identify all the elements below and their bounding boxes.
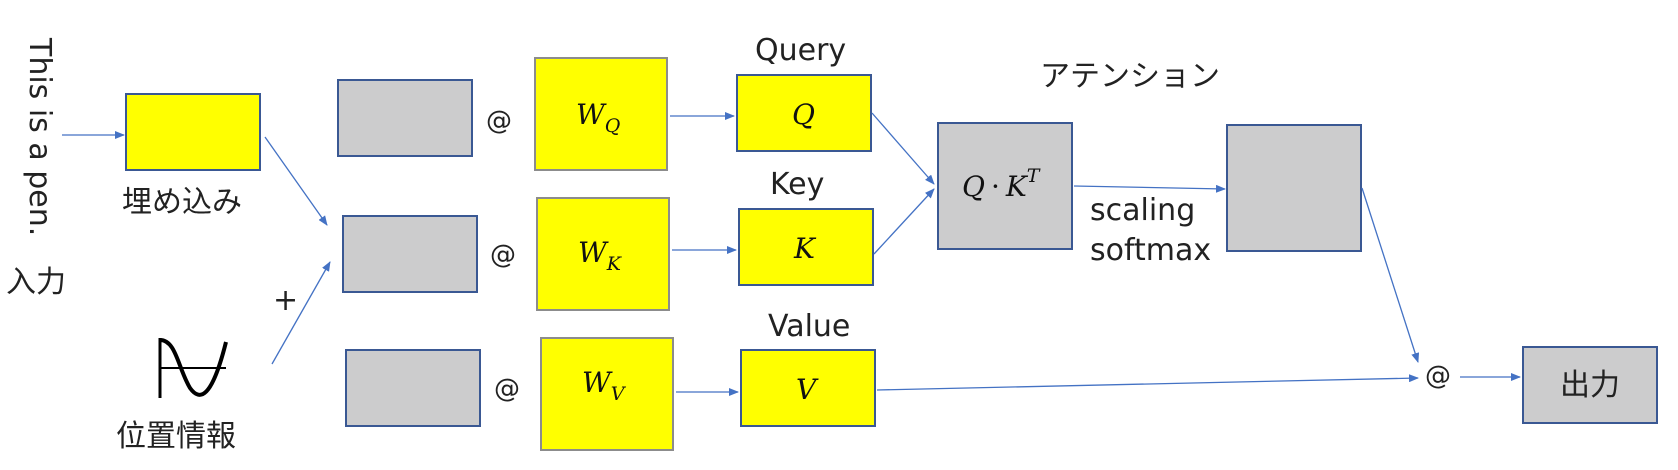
embedding-box bbox=[125, 93, 261, 171]
weight-wv-label: WV bbox=[582, 366, 627, 405]
weight-box-wq bbox=[534, 57, 668, 171]
arrow-q-to-qk bbox=[871, 112, 935, 185]
value-box bbox=[740, 349, 876, 427]
input-box-k bbox=[342, 215, 478, 293]
weight-wk-label: WK bbox=[578, 236, 623, 275]
query-title: Query bbox=[755, 33, 846, 68]
arrow-attention-to-output-matmul bbox=[1361, 187, 1420, 363]
attention-weights-box bbox=[1226, 124, 1362, 252]
input-box-v bbox=[345, 349, 481, 427]
weight-wq-label: WQ bbox=[576, 98, 620, 137]
arrow-k-to-qk bbox=[873, 188, 935, 255]
input-box-q bbox=[337, 79, 473, 157]
plus-sign: + bbox=[273, 283, 298, 318]
embedding-label: 埋め込み bbox=[122, 185, 242, 220]
key-symbol: K bbox=[793, 232, 817, 265]
key-box bbox=[738, 208, 874, 286]
arrow-position-to-combined bbox=[271, 261, 331, 365]
arrow-embedding-to-combined bbox=[264, 136, 328, 226]
matmul-symbol-k: @ bbox=[490, 240, 516, 270]
position-label: 位置情報 bbox=[116, 419, 236, 454]
input-label: 入力 bbox=[6, 265, 66, 300]
scaling-label: scaling bbox=[1090, 193, 1195, 228]
value-title: Value bbox=[768, 309, 850, 344]
matmul-symbol-q: @ bbox=[486, 106, 512, 136]
key-title: Key bbox=[770, 167, 824, 202]
arrow-value-to-output-matmul bbox=[876, 374, 1419, 391]
qk-product-label: Q · KT bbox=[962, 165, 1041, 203]
query-box bbox=[736, 74, 872, 152]
weight-box-wv bbox=[540, 337, 674, 451]
positional-wave-icon bbox=[158, 338, 228, 398]
output-label: 出力 bbox=[1560, 368, 1620, 403]
weight-box-wk bbox=[536, 197, 670, 311]
query-symbol: Q bbox=[792, 98, 815, 131]
attention-title: アテンション bbox=[1040, 59, 1220, 94]
input-sentence: This is a pen. bbox=[22, 37, 57, 236]
output-box bbox=[1522, 346, 1658, 424]
matmul-symbol-v: @ bbox=[494, 374, 520, 404]
qk-product-box bbox=[937, 122, 1073, 250]
matmul-symbol-output: @ bbox=[1425, 361, 1451, 391]
softmax-label: softmax bbox=[1090, 233, 1211, 268]
value-symbol: V bbox=[796, 373, 819, 406]
arrow-qk-to-attention-weights bbox=[1073, 184, 1226, 193]
